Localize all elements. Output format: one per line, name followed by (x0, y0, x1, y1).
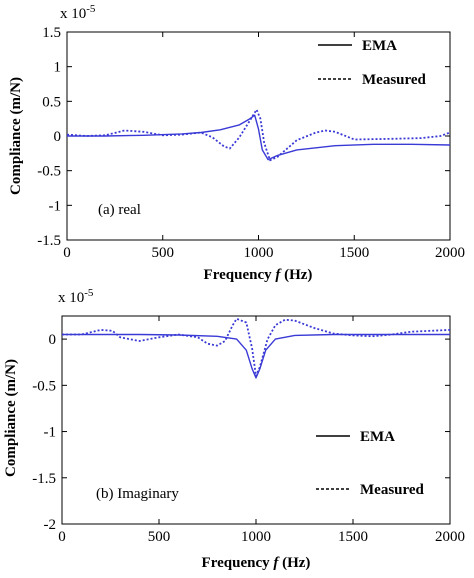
x-tick-label: 0 (63, 245, 71, 261)
x-axis-label-real: Frequency f (Hz) (204, 267, 313, 283)
y-axis-label-imaginary: Compliance (m/N) (3, 359, 19, 477)
y-tick-label: 1.5 (42, 25, 61, 41)
legend-label-measured: Measured (360, 482, 425, 498)
annotation-imaginary: (b) Imaginary (96, 486, 179, 502)
y-tick-label: -1.5 (37, 233, 61, 249)
y-tick-label: -1 (49, 198, 62, 214)
annotation-real: (a) real (98, 202, 141, 218)
legend-real: EMA Measured (318, 38, 427, 88)
multiplier-label-imaginary: x 10-5 (58, 287, 94, 306)
y-tick-label: 0 (54, 129, 62, 145)
x-tick-label: 1500 (339, 245, 369, 261)
x-axis-label-imaginary: Frequency f (Hz) (202, 555, 311, 571)
panel-real: 0 500 1000 1500 2000 1.5 1 0.5 0 -0.5 -1 -1.5 x 10-… (8, 3, 465, 283)
series-lines-real (66, 108, 451, 162)
y-tick-label: -0.5 (37, 164, 61, 180)
x-tick-label: 1000 (241, 529, 271, 545)
y-tick-label: -2 (44, 517, 57, 533)
x-tick-label: 1500 (338, 529, 368, 545)
y-tick-label: -1 (44, 425, 57, 441)
multiplier-label-real: x 10-5 (60, 3, 96, 22)
panel-imaginary: 0 500 1000 1500 2000 0 -0.5 -1 -1.5 -2 x 10-5 (b)… (3, 287, 465, 571)
axis-ticks-real: 0 500 1000 1500 2000 1.5 1 0.5 0 -0.5 -1 -1.5 (37, 25, 465, 261)
x-tick-label: 500 (152, 245, 175, 261)
y-tick-label: -0.5 (32, 378, 56, 394)
x-tick-label: 1000 (244, 245, 274, 261)
series-line-ema (67, 114, 451, 161)
y-tick-label: 0 (49, 332, 57, 348)
series-line-measured (62, 317, 451, 377)
y-tick-label: 1 (54, 60, 62, 76)
x-tick-label: 0 (58, 529, 66, 545)
axis-ticks-imaginary: 0 500 1000 1500 2000 0 -0.5 -1 -1.5 -2 (32, 316, 465, 545)
x-tick-label: 2000 (435, 529, 465, 545)
y-tick-label: -1.5 (32, 471, 56, 487)
y-axis-label-real: Compliance (m/N) (8, 77, 24, 195)
x-tick-label: 500 (148, 529, 171, 545)
legend-label-measured: Measured (362, 72, 427, 88)
x-tick-label: 2000 (435, 245, 465, 261)
legend-label-ema: EMA (360, 429, 395, 445)
legend-imaginary: EMA Measured (316, 429, 425, 498)
series-line-ema (62, 333, 450, 379)
legend-label-ema: EMA (362, 38, 397, 54)
y-tick-label: 0.5 (42, 94, 61, 110)
series-lines-imaginary (62, 317, 451, 379)
